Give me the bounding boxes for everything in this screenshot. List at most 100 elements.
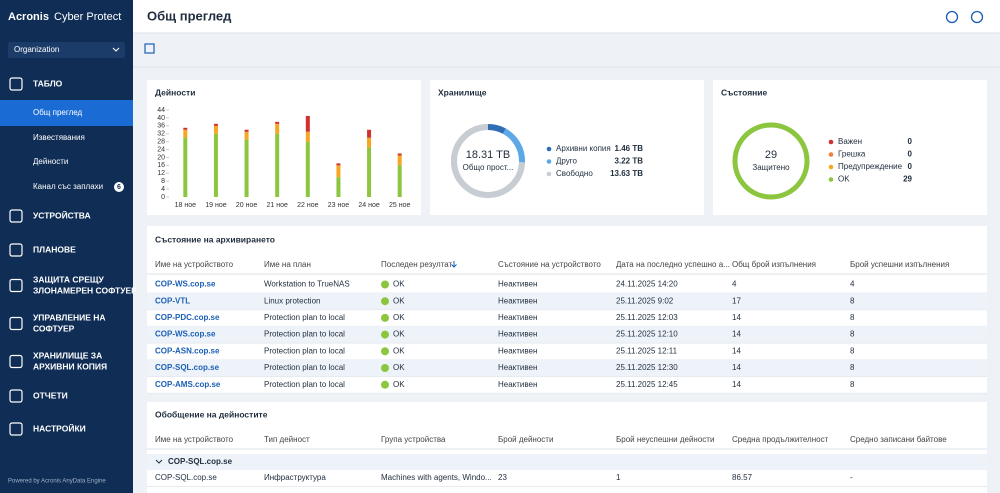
cell: Неактивен (498, 296, 537, 305)
column-header[interactable]: Състояние на устройството (498, 260, 601, 269)
nav-item[interactable]: ЗЛОНАМЕРЕН СОФТУЕР (33, 285, 137, 295)
cell[interactable]: COP-PDC.cop.se (155, 313, 220, 322)
cell[interactable]: COP-ASN.cop.se (155, 346, 220, 355)
nav-item[interactable]: ЗАЩИТА СРЕЩУ (33, 274, 105, 284)
legend-value: 3.22 TB (615, 157, 644, 166)
widget-title: Състояние на архивирането (155, 234, 275, 244)
donut-center-label: Защитено (752, 163, 790, 172)
cell[interactable]: COP-VTL (155, 296, 190, 305)
sort-arrow[interactable] (451, 261, 457, 268)
account-icon[interactable] (970, 10, 984, 24)
column-header[interactable]: Общ брой изпълнения (732, 260, 816, 269)
row-shade (147, 359, 987, 377)
widget-title: Хранилище (438, 87, 487, 97)
badge (114, 182, 124, 192)
cell: Protection plan to local (264, 346, 345, 355)
donut-segment (451, 124, 525, 198)
y-tick-label: 16 (157, 162, 165, 169)
cell: - (850, 473, 853, 482)
active-item (0, 100, 133, 126)
bar-segment (244, 129, 249, 132)
legend-label: Важен (838, 137, 862, 146)
nav-item[interactable]: СОФТУЕР (33, 323, 75, 333)
cell[interactable]: COP-AMS.cop.se (155, 380, 221, 389)
cell: 8 (850, 313, 855, 322)
brand: Cyber Protect (54, 11, 121, 23)
bar-segment (275, 133, 280, 197)
nav-item[interactable]: ОТЧЕТИ (33, 390, 68, 400)
nav-item[interactable]: ПЛАНОВЕ (33, 244, 76, 254)
cell: Protection plan to local (264, 330, 345, 339)
widget-title: Дейности (155, 87, 195, 97)
cell: OK (393, 363, 405, 372)
column-header[interactable]: Име на устройството (155, 435, 234, 444)
cell: Инфраструктура (264, 473, 326, 482)
nav-icon (9, 278, 23, 293)
column-header[interactable]: Последен резултат (381, 260, 453, 269)
subnav-item[interactable]: Канал със заплахи (33, 182, 103, 191)
cell: COP-SQL.cop.se (155, 473, 217, 482)
column-header[interactable]: Име на устройството (155, 260, 234, 269)
y-tick-label: 44 (157, 107, 165, 114)
cell: Workstation to TrueNAS (264, 280, 350, 289)
cell: OK (393, 313, 405, 322)
nav-item[interactable]: УПРАВЛЕНИЕ НА (33, 312, 106, 322)
column-header[interactable]: Група устройства (381, 435, 446, 444)
column-header[interactable]: Тип дейност (264, 435, 310, 444)
row-shade (147, 292, 987, 310)
group-label: COP-SQL.cop.se (168, 457, 233, 466)
subnav-item[interactable]: Известявания (33, 133, 85, 142)
header (133, 0, 1000, 33)
column-header[interactable]: Дата на последно успешно а... (616, 260, 730, 269)
y-tick-label: 12 (157, 170, 165, 177)
ok-icon (381, 380, 389, 389)
cell[interactable]: COP-WS.cop.se (155, 280, 216, 289)
legend-value: 29 (903, 175, 912, 184)
cell: OK (393, 346, 405, 355)
y-tick-label: 0 (161, 194, 165, 201)
cell: 25.11.2025 12:45 (616, 380, 678, 389)
add-widget-icon[interactable] (144, 43, 155, 54)
org-selector[interactable] (8, 42, 125, 58)
bar-segment (183, 137, 188, 197)
legend-dot (546, 146, 552, 152)
column-header[interactable]: Брой неуспешни дейности (616, 435, 714, 444)
nav-item[interactable]: ТАБЛО (33, 78, 63, 88)
column-header[interactable]: Средно записани байтове (850, 435, 947, 444)
column-header[interactable]: Средна продължителност (732, 435, 829, 444)
nav-item[interactable]: УСТРОЙСТВА (33, 209, 91, 220)
cell: 25.11.2025 12:03 (616, 313, 678, 322)
nav-icon (9, 209, 23, 223)
subnav-item[interactable]: Дейности (33, 157, 68, 166)
x-tick-label: 18 ное (175, 202, 196, 209)
cell: 17 (732, 296, 741, 305)
bar-segment (336, 165, 341, 178)
donut-center-value: 18.31 TB (466, 149, 510, 161)
cell: Linux protection (264, 296, 320, 305)
cell[interactable]: COP-SQL.cop.se (155, 363, 220, 372)
cell: 8 (850, 363, 855, 372)
nav-item[interactable]: АРХИВНИ КОПИЯ (33, 361, 107, 371)
nav-icon (9, 422, 23, 436)
column-header[interactable]: Брой успешни изпълнения (850, 260, 949, 269)
bar-segment (213, 125, 218, 134)
cell: 25.11.2025 12:11 (616, 346, 678, 355)
nav-item[interactable]: ХРАНИЛИЩЕ ЗА (33, 350, 102, 360)
legend-dot (828, 139, 834, 145)
bar-segment (275, 121, 280, 124)
cell: 25.11.2025 12:30 (616, 363, 678, 372)
column-header[interactable]: Брой дейности (498, 435, 553, 444)
y-tick-label: 40 (157, 115, 165, 122)
column-header[interactable]: Име на план (264, 260, 311, 269)
y-tick-label: 8 (161, 178, 165, 185)
x-tick-label: 24 ное (358, 202, 379, 209)
group-chevron[interactable] (155, 459, 163, 464)
x-tick-label: 20 ное (236, 202, 257, 209)
nav-item[interactable]: НАСТРОЙКИ (33, 422, 86, 433)
subnav-item[interactable]: Общ преглед (33, 108, 83, 117)
help-icon[interactable] (945, 10, 959, 24)
nav-icon (9, 316, 23, 331)
cell: Protection plan to local (264, 363, 345, 372)
cell[interactable]: COP-WS.cop.se (155, 330, 216, 339)
legend-value: 1.46 TB (615, 144, 644, 153)
